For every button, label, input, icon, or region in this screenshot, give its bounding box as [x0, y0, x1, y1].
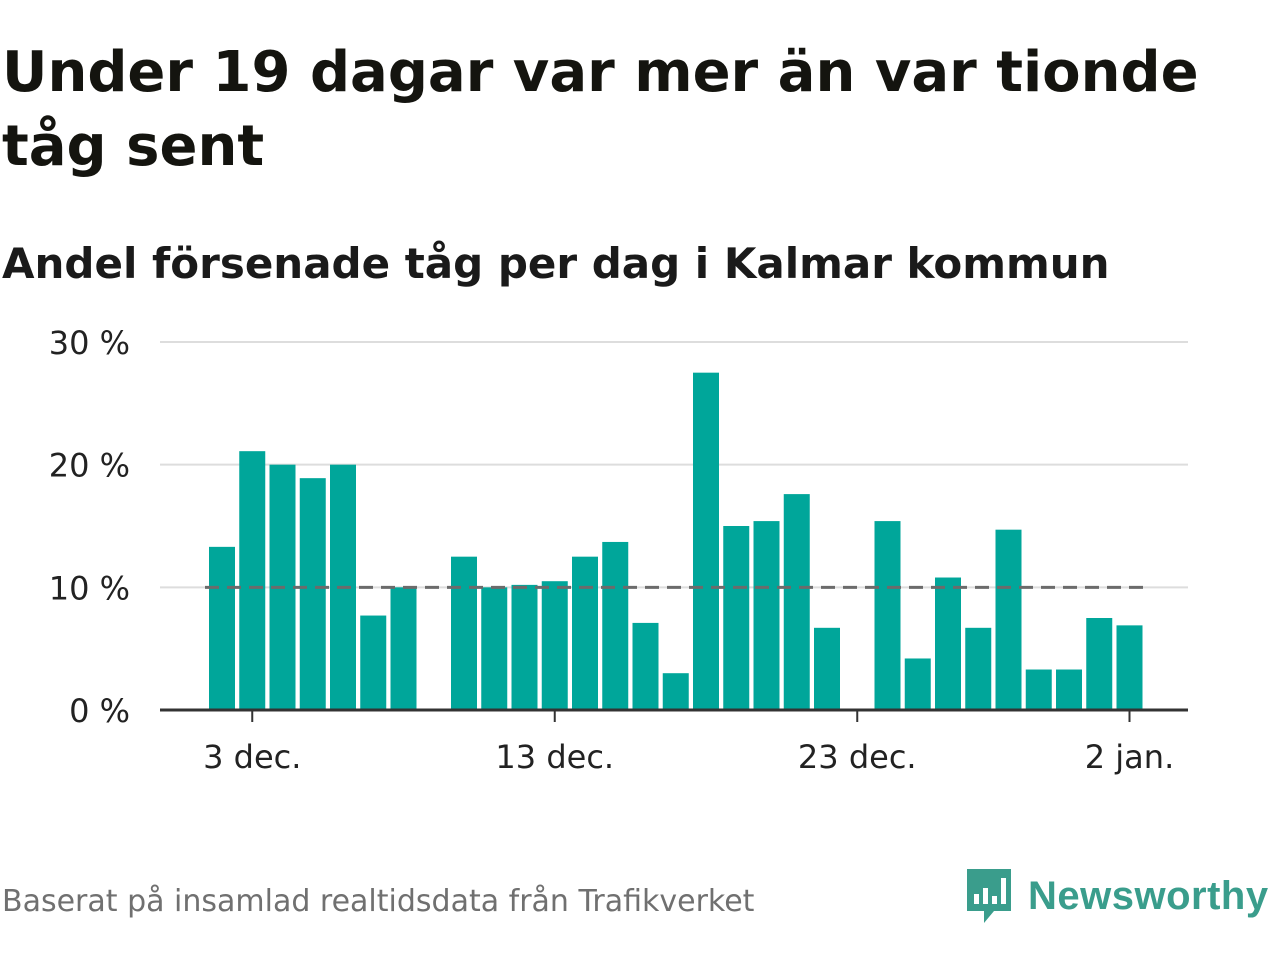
- bar-chart: 0 % 10 % 20 % 30 % 3 dec. 13 dec. 23 dec. 2 jan…: [49, 324, 1188, 776]
- bar: [1056, 669, 1082, 710]
- bar: [965, 627, 992, 710]
- bar: [935, 577, 961, 710]
- bar: [995, 529, 1022, 710]
- x-tick-label: 23 dec.: [798, 738, 917, 776]
- bar: [753, 521, 780, 710]
- x-tick-label: 3 dec.: [203, 738, 301, 776]
- x-tick-label: 13 dec.: [495, 738, 614, 776]
- bar: [390, 587, 417, 710]
- bar: [511, 584, 538, 710]
- bar: [299, 478, 326, 710]
- bar: [481, 587, 508, 710]
- bar-series: [209, 372, 1143, 710]
- y-tick-label: 0 %: [69, 692, 130, 730]
- x-tick-label: 2 jan.: [1085, 738, 1174, 776]
- bar: [662, 673, 689, 710]
- chart-title: Under 19 dagar var mer än var tionde tåg…: [2, 40, 1199, 179]
- source-note: Baserat på insamlad realtidsdata från Tr…: [2, 884, 755, 919]
- bar: [572, 556, 598, 710]
- chart-subtitle: Andel försenade tåg per dag i Kalmar kom…: [2, 239, 1110, 288]
- bar: [1116, 625, 1143, 710]
- y-tick-label: 30 %: [49, 324, 130, 362]
- bar: [904, 658, 931, 710]
- bar: [693, 372, 719, 710]
- bar: [602, 541, 629, 710]
- bar: [1086, 618, 1113, 710]
- bar: [814, 627, 840, 710]
- bar: [451, 556, 477, 710]
- bar: [209, 546, 235, 710]
- bar: [632, 622, 659, 710]
- bar: [874, 521, 901, 710]
- newsworthy-logo-icon: [967, 869, 1011, 923]
- axes: 0 % 10 % 20 % 30 % 3 dec. 13 dec. 23 dec. 2 jan…: [49, 324, 1188, 776]
- bar: [239, 451, 266, 710]
- brand-name: Newsworthy: [1028, 873, 1269, 918]
- y-tick-label: 20 %: [49, 447, 130, 485]
- bar: [541, 581, 568, 710]
- bar: [723, 526, 750, 710]
- bar: [1025, 669, 1052, 710]
- newsworthy-logo: Newsworthy: [964, 864, 1269, 928]
- bar: [360, 615, 387, 710]
- bar: [783, 494, 810, 710]
- y-tick-label: 10 %: [49, 569, 130, 607]
